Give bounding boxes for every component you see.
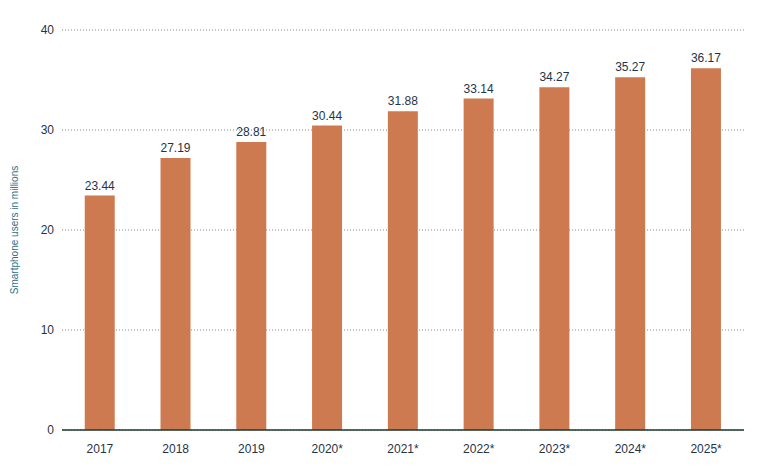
svg-text:2021*: 2021* — [387, 442, 419, 456]
svg-text:2018: 2018 — [162, 442, 189, 456]
svg-text:2022*: 2022* — [463, 442, 495, 456]
svg-text:20: 20 — [41, 223, 55, 237]
svg-text:34.27: 34.27 — [539, 70, 569, 84]
svg-text:2017: 2017 — [87, 442, 114, 456]
svg-text:2024*: 2024* — [615, 442, 647, 456]
svg-text:0: 0 — [47, 423, 54, 437]
svg-text:2025*: 2025* — [690, 442, 722, 456]
svg-text:2020*: 2020* — [312, 442, 344, 456]
svg-text:30.44: 30.44 — [312, 109, 342, 123]
svg-text:30: 30 — [41, 123, 55, 137]
svg-text:33.14: 33.14 — [464, 82, 494, 96]
svg-text:2019: 2019 — [238, 442, 265, 456]
svg-text:2023*: 2023* — [539, 442, 571, 456]
svg-text:Smartphone users in millions: Smartphone users in millions — [9, 166, 20, 294]
svg-text:36.17: 36.17 — [691, 51, 721, 65]
svg-text:28.81: 28.81 — [236, 125, 266, 139]
svg-text:10: 10 — [41, 323, 55, 337]
svg-text:35.27: 35.27 — [615, 60, 645, 74]
svg-text:31.88: 31.88 — [388, 94, 418, 108]
svg-text:27.19: 27.19 — [160, 141, 190, 155]
svg-text:23.44: 23.44 — [85, 179, 115, 193]
svg-text:40: 40 — [41, 23, 55, 37]
